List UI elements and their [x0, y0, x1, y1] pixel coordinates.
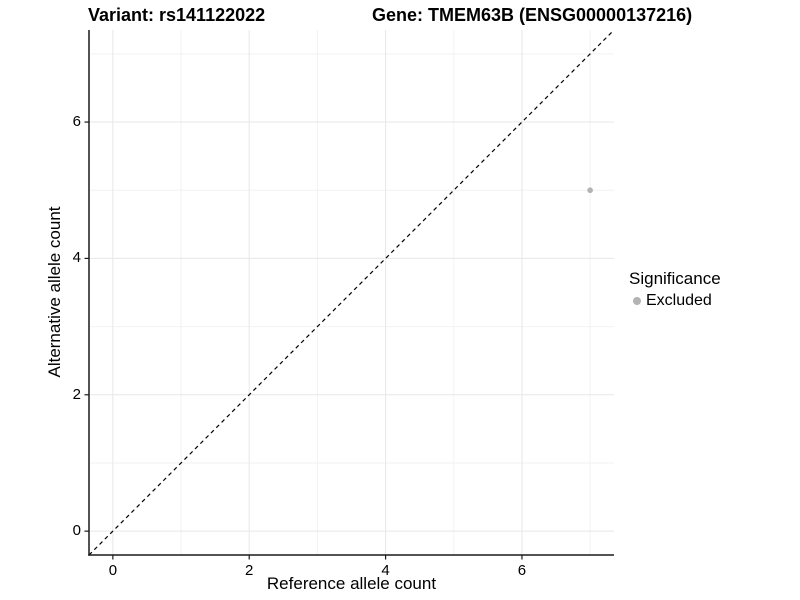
identity-dashed-line: [88, 29, 615, 556]
legend-title: Significance: [629, 269, 721, 288]
axis-tick-marks: [84, 121, 523, 560]
x-tick-label: 0: [108, 562, 118, 579]
legend-point-icon: [633, 296, 641, 305]
scatter-point: [587, 187, 593, 194]
x-tick-label: 2: [245, 562, 254, 579]
axis-lines: [88, 30, 614, 556]
y-tick-label: 4: [72, 249, 81, 267]
plot-title-variant: Variant: rs141122022: [88, 5, 266, 25]
x-axis-title: Reference allele count: [266, 574, 437, 593]
legend-item-label: Excluded: [646, 292, 712, 309]
y-axis-title: Alternative allele count: [45, 206, 64, 378]
x-tick-label: 4: [381, 562, 390, 579]
data-points: [587, 187, 593, 194]
legend: Significance Excluded: [629, 269, 721, 310]
minor-gridlines: [89, 30, 614, 555]
x-tick-label: 6: [517, 562, 527, 579]
y-tick-label: 2: [72, 385, 81, 403]
legend-key: [629, 293, 646, 310]
legend-item-excluded: Excluded: [629, 292, 721, 310]
y-tick-label: 6: [72, 113, 81, 131]
plot-title-gene: Gene: TMEM63B (ENSG00000137216): [372, 5, 693, 25]
y-tick-label: 0: [72, 522, 81, 540]
major-gridlines: [89, 30, 614, 555]
